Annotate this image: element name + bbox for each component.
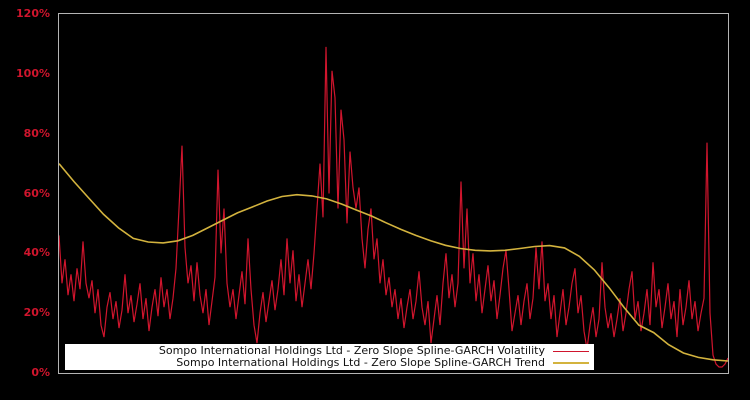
y-tick-label: 0% xyxy=(31,366,50,379)
series-line xyxy=(59,163,728,362)
chart-lines xyxy=(59,46,728,368)
legend-line-sample xyxy=(553,350,589,352)
legend-line-sample xyxy=(553,362,589,364)
y-tick-label: 40% xyxy=(23,246,50,260)
legend: Sompo International Holdings Ltd - Zero … xyxy=(65,344,594,370)
legend-entry: Sompo International Holdings Ltd - Zero … xyxy=(65,345,594,357)
y-tick-label: 20% xyxy=(23,306,50,320)
y-tick-label: 80% xyxy=(23,126,50,140)
y-tick-label: 120% xyxy=(16,7,50,20)
y-tick-label: 100% xyxy=(16,66,50,80)
y-tick-label: 60% xyxy=(23,186,50,200)
legend-label: Sompo International Holdings Ltd - Zero … xyxy=(176,356,545,369)
y-axis: 0% 20% 40% 60% 80% 100% 120% xyxy=(0,0,50,400)
plot-area: Sompo International Holdings Ltd - Zero … xyxy=(58,13,729,374)
legend-entry: Sompo International Holdings Ltd - Zero … xyxy=(65,357,594,369)
legend-label: Sompo International Holdings Ltd - Zero … xyxy=(158,344,545,357)
series-line xyxy=(59,46,728,368)
